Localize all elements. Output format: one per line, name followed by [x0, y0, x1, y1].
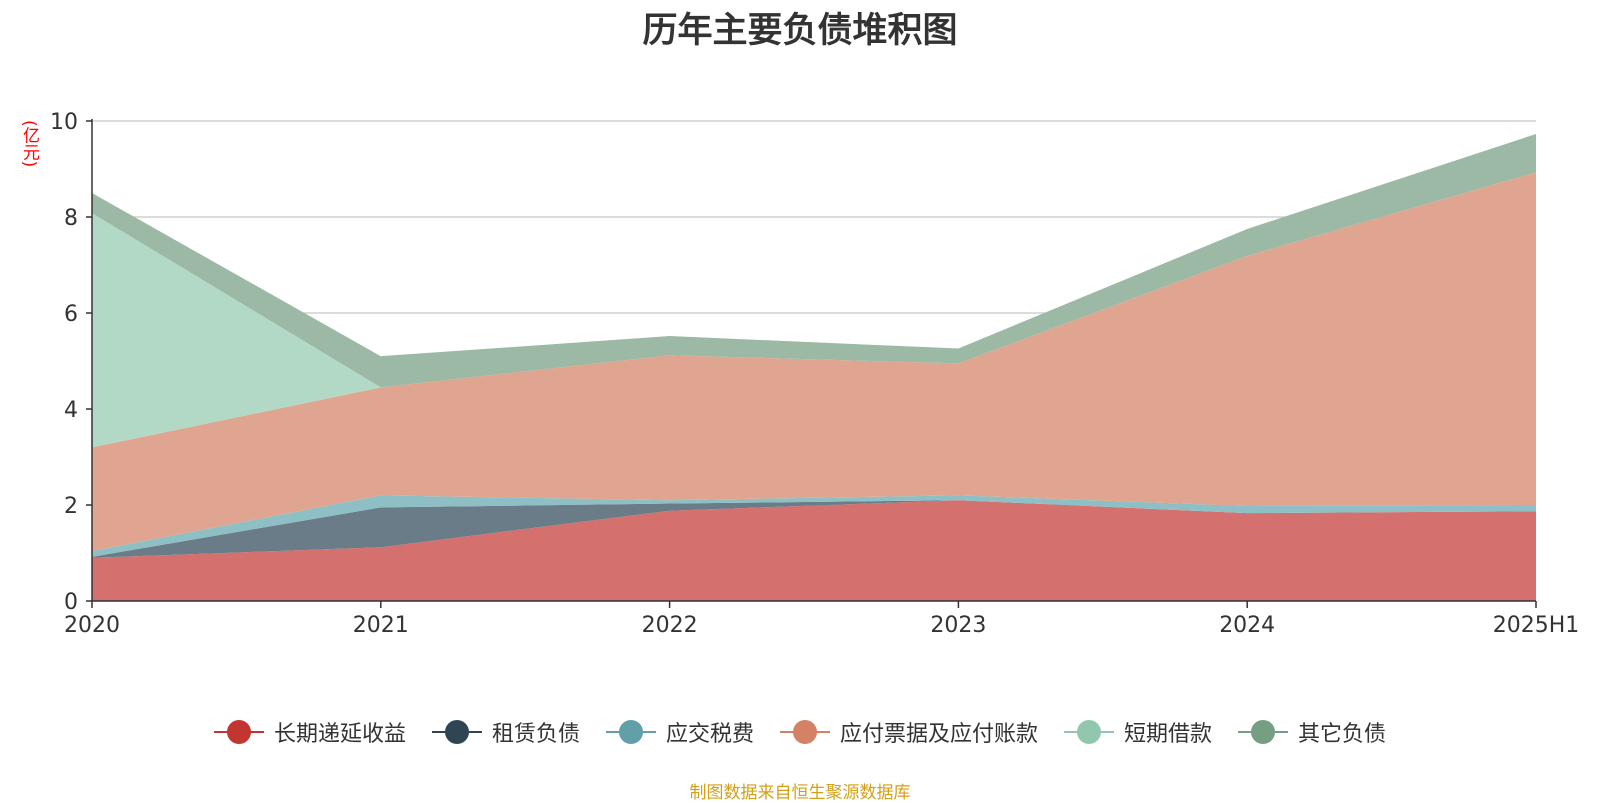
area-series-layer [92, 133, 1536, 601]
chart-title: 历年主要负债堆积图 [642, 11, 958, 51]
legend-label: 短期借款 [1124, 722, 1213, 747]
legend-label: 长期递延收益 [273, 722, 406, 747]
x-tick-label: 2022 [642, 613, 698, 638]
legend-item-6[interactable]: 其它负债 [1238, 716, 1386, 748]
legend-label: 应交税费 [665, 722, 754, 747]
legend-label: 应付票据及应付账款 [840, 722, 1039, 747]
source-note: 制图数据来自恒生聚源数据库 [689, 783, 911, 803]
legend-item-3[interactable]: 应交税费 [605, 716, 754, 748]
axes: 0 2 4 6 8 10 2020 2021 2022 2023 2024 2025H1 [50, 110, 1579, 638]
x-tick-label: 2020 [64, 613, 120, 638]
legend-marker-icon [1238, 719, 1289, 745]
legend-marker-icon [213, 719, 264, 745]
x-tick-label: 2025H1 [1493, 613, 1580, 638]
legend-marker-icon [431, 719, 482, 745]
area-series-4 [92, 172, 1536, 552]
y-tick-label: 6 [64, 302, 78, 327]
y-axis-unit-label: (亿元) [19, 120, 39, 168]
y-tick-label: 10 [50, 110, 78, 135]
legend-marker-icon [605, 719, 656, 745]
legend-label: 租赁负债 [491, 722, 580, 747]
legend-label: 其它负债 [1298, 722, 1387, 747]
area-series-2 [92, 500, 1536, 558]
y-tick-label: 0 [64, 590, 78, 615]
y-tick-label: 8 [64, 206, 78, 231]
x-tick-label: 2021 [353, 613, 409, 638]
legend-marker-icon [1064, 719, 1115, 745]
legend-item-5[interactable]: 短期借款 [1064, 716, 1212, 748]
area-series-1 [92, 500, 1536, 601]
legend-item-4[interactable]: 应付票据及应付账款 [780, 716, 1038, 748]
legend: 长期递延收益 租赁负债 应交税费 应付票据及应付账款 短期借款 其它负债 [0, 716, 1600, 748]
y-tick-label: 4 [64, 398, 78, 423]
legend-item-2[interactable]: 租赁负债 [431, 716, 580, 748]
x-tick-label: 2023 [930, 613, 986, 638]
x-tick-label: 2024 [1219, 613, 1275, 638]
legend-marker-icon [780, 719, 830, 745]
legend-item-1[interactable]: 长期递延收益 [213, 716, 406, 748]
y-tick-label: 2 [64, 494, 78, 519]
